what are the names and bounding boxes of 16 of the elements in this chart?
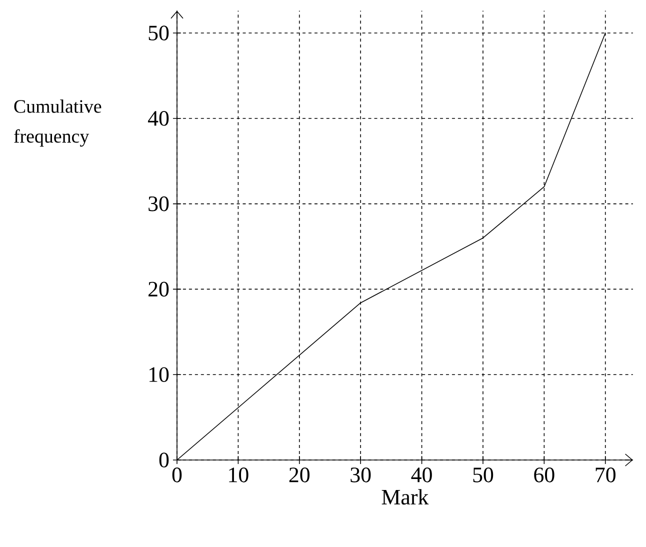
y-tick-label: 10 [149,367,169,382]
y-tick-label: 20 [148,282,169,297]
y-axis-title: Cumulative frequency [14,100,102,147]
x-tick-label: 0 [172,468,182,482]
x-tick-label: 30 [350,468,371,482]
x-tick-label: 40 [411,468,432,482]
x-tick-label: 10 [229,468,248,482]
y-tick-label: 0 [159,452,169,468]
x-tick-label: 20 [289,468,310,482]
x-axis-title: Mark [382,489,429,505]
y-tick-label: 50 [148,26,169,40]
y-tick-label: 30 [148,196,169,212]
x-tick-label: 50 [473,468,494,482]
y-tick-label: 40 [148,111,169,126]
x-tick-label: 60 [534,468,554,482]
x-tick-label: 70 [596,468,616,482]
